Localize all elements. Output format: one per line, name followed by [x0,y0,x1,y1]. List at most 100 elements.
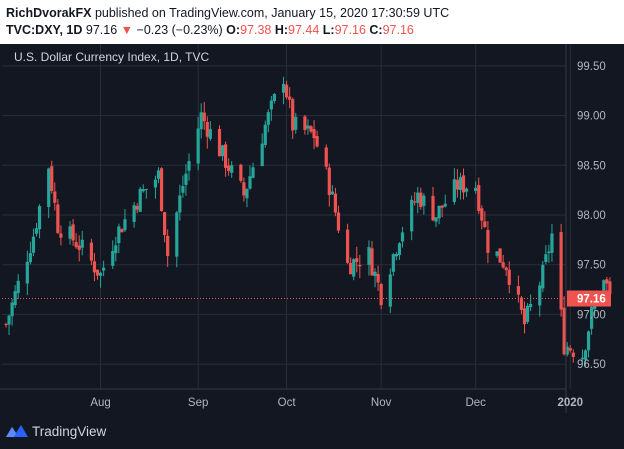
candle-body [68,226,72,239]
candle-body [568,348,572,351]
candle-body [522,308,527,325]
candle-body [120,229,124,233]
candle-body [379,284,383,306]
candle-body [102,267,106,271]
candle-body [291,99,295,131]
candle-body [303,116,307,130]
time-tick-label: Sep [188,397,208,409]
candle-body [7,315,11,325]
open-label: O: [226,23,241,37]
candle-body [416,192,420,203]
candle-body [196,128,200,164]
symbol-label: TVC:DXY, 1D [6,23,83,37]
candle-body [373,271,377,277]
candle-body [580,357,585,360]
open-value: 97.38 [240,23,272,37]
candle-body [242,182,246,196]
candle-body [156,170,161,179]
candle-body [440,205,444,208]
candle-body [525,305,530,322]
time-tick-label: Oct [278,397,297,409]
candle-body [98,272,103,276]
candle-body [352,259,356,277]
candle-body [483,221,487,227]
tradingview-brand[interactable]: TradingView [32,424,107,439]
candle-body [37,206,42,230]
price-tick-label: 98.00 [577,210,606,222]
publish-info: published on TradingView.com, January 15… [94,6,450,20]
candle-body [141,189,145,192]
candlestick-chart[interactable]: 99.50 99.00 98.50 98.00 97.50 97.00 96.50 Aug S… [0,44,624,413]
candle-body [550,233,554,253]
candle-body [199,112,203,130]
candle-body [370,248,374,276]
candle-body [477,184,481,211]
time-tick-label: 2020 [557,397,583,409]
chart-title: U.S. Dollar Currency Index, 1D, TVC [14,50,210,64]
candle-body [205,121,209,137]
candle-body [397,243,402,256]
candle-body [77,245,81,250]
candle-body [586,331,591,351]
candle-body [175,212,179,257]
time-axis[interactable]: Aug Sep Oct Nov Dec 2020 [0,388,583,409]
price-axis[interactable]: 99.50 99.00 98.50 98.00 97.50 97.00 96.50 [565,44,606,413]
candle-body [355,258,359,262]
candle-body [562,307,566,355]
price-tick-label: 96.50 [577,359,606,371]
candle-body [437,205,441,219]
candle-body [10,302,14,317]
candle-body [431,195,435,221]
candle-body [571,352,575,357]
publish-line: RichDvorakFX published on TradingView.co… [6,6,449,20]
candle-body [248,176,252,189]
candle-body [239,164,243,181]
candle-body [333,193,337,213]
candle-body [391,254,395,272]
time-tick-label: Aug [90,397,110,409]
close-label: C: [369,23,383,37]
down-triangle-icon: ▼ [120,23,134,37]
candles [4,76,612,367]
candle-body [501,262,505,268]
candle-body [269,100,273,110]
candle-body [178,195,182,213]
chart-panel[interactable]: 99.50 99.00 98.50 98.00 97.50 97.00 96.50 Aug S… [0,44,624,413]
candle-body [315,135,319,147]
candle-body [330,191,334,195]
candle-body [144,188,148,190]
candle-body [410,199,414,232]
author-name[interactable]: RichDvorakFX [6,6,92,20]
candle-body [47,168,51,207]
candle-body [565,346,569,355]
candle-body [181,186,185,193]
candle-body [309,126,313,132]
candle-body [486,229,490,253]
candle-body [187,160,191,171]
price-tick-label: 99.50 [577,61,606,73]
candle-body [461,175,466,193]
last-price-marker: 97.16 [2,290,611,307]
candle-body [111,251,115,266]
candle-body [529,303,533,308]
candle-body [4,324,8,326]
candle-body [507,269,511,285]
candle-body [516,286,520,295]
candle-body [272,94,276,102]
candle-body [166,235,170,257]
candle-body [367,247,371,265]
candle-body [583,350,588,360]
candle-body [59,233,63,238]
candle-body [16,280,20,294]
candle-body [400,232,405,242]
candle-body [92,261,97,273]
candle-body [34,228,39,234]
candle-body [245,188,249,199]
candle-body [89,242,93,261]
candle-body [224,144,228,168]
candle-body [13,291,17,306]
candle-body [388,274,392,307]
candle-body [519,297,524,310]
price-tick-label: 97.50 [577,260,606,272]
candle-body [208,129,212,139]
